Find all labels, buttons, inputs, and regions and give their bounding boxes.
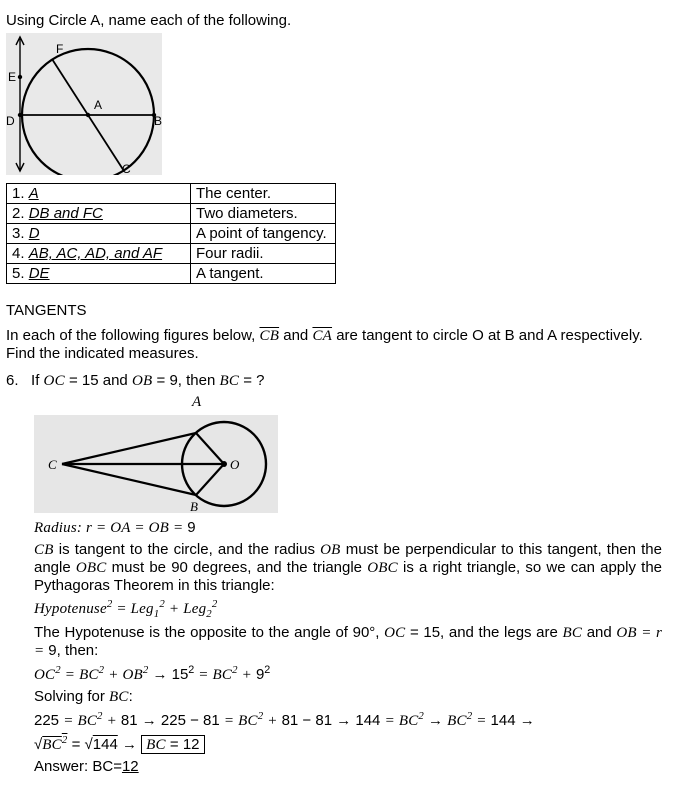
table-cell-desc: Two diameters. [191,204,336,224]
naming-table: 1. AThe center.2. DB and FCTwo diameters… [6,183,336,284]
table-cell-name: 4. AB, AC, AD, and AF [7,244,191,264]
table-row: 5. DEA tangent. [7,264,336,284]
label-e: E [8,70,16,84]
table-cell-name: 3. D [7,224,191,244]
radius-line: Radius: r = OA = OB = 9 [34,519,670,537]
q6-number: 6. [6,372,19,389]
label-d: D [6,114,15,128]
answer-value: 12 [122,758,139,775]
equation-1: OC2 = BC2 + OB2 → 152 = BC2 + 92 [34,664,670,684]
fig2-label-b: B [190,499,198,513]
table-cell-name: 2. DB and FC [7,204,191,224]
table-row: 1. AThe center. [7,184,336,204]
solving-bc: BC [109,689,129,705]
explanation-text: CB is tangent to the circle, and the rad… [34,541,662,594]
figure-tangent-triangle: C O B [34,415,278,513]
table-cell-desc: A tangent. [191,264,336,284]
answer-label: Answer: BC= [34,758,122,775]
section-intro: In each of the following figures below, … [6,327,670,362]
equation-3: BC2 = 144 → BC = 12 [34,734,670,754]
table-cell-name: 1. A [7,184,191,204]
figure2-label-A: A [34,394,670,411]
table-row: 3. DA point of tangency. [7,224,336,244]
table-cell-desc: Four radii. [191,244,336,264]
label-c: C [122,162,131,175]
solving-label: Solving for [34,688,109,705]
table-cell-name: 5. DE [7,264,191,284]
section-title: TANGENTS [6,302,670,319]
fig2-label-o: O [230,457,240,472]
table-cell-desc: A point of tangency. [191,224,336,244]
answer-line: Answer: BC=12 [34,758,670,775]
label-a: A [94,98,102,112]
table-row: 4. AB, AC, AD, and AFFour radii. [7,244,336,264]
solving-for: Solving for BC: [34,688,670,706]
label-f: F [56,42,63,56]
pythagoras-formula: Hypotenuse2 = Leg12 + Leg22 [34,598,670,620]
table-cell-desc: The center. [191,184,336,204]
question-6: 6. If OC = 15 and OB = 9, then BC = ? [6,372,670,390]
fig2-label-c: C [48,457,57,472]
q6-prompt: If OC = 15 and OB = 9, then BC = ? [31,372,264,389]
equation-2: 225 = BC2 + 81 → 225 − 81 = BC2 + 81 − 8… [34,710,670,730]
hypotenuse-text: The Hypotenuse is the opposite to the an… [34,624,662,660]
intro-text: Using Circle A, name each of the followi… [6,12,670,29]
figure-circle-a: E F A D B C [6,33,162,175]
table-row: 2. DB and FCTwo diameters. [7,204,336,224]
